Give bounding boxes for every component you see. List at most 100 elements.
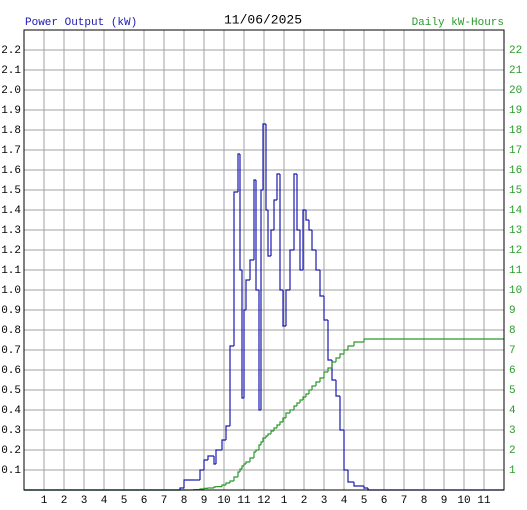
line-step: [239, 154, 242, 271]
line-step: [305, 210, 309, 221]
line-step: [311, 230, 316, 251]
line-step: [260, 189, 263, 410]
y2-tick-label: 12: [509, 245, 522, 257]
line-step: [262, 123, 266, 190]
line-step: [293, 405, 297, 410]
x-tick-label: 3: [81, 495, 88, 507]
line-step: [255, 449, 259, 452]
line-step: [296, 174, 300, 231]
line-step: [335, 357, 340, 362]
line-step: [267, 210, 271, 257]
line-step: [299, 230, 303, 271]
line-step: [245, 279, 250, 310]
line-step: [249, 259, 254, 280]
line-step: [279, 421, 283, 425]
line-step: [203, 487, 208, 489]
y-tick-label: 1.5: [1, 185, 21, 197]
y2-tick-label: 14: [509, 205, 523, 217]
line-step: [265, 435, 268, 438]
line-step: [353, 482, 364, 487]
y2-tick-label: 20: [509, 85, 522, 97]
x-tick-label: 2: [301, 495, 308, 507]
y-tick-label: 0.4: [1, 405, 21, 417]
line-step: [258, 444, 261, 450]
y2-tick-label: 4: [509, 405, 516, 417]
y2-tick-label: 8: [509, 325, 516, 337]
line-step: [296, 402, 300, 406]
y-tick-label: 2.1: [1, 65, 21, 77]
line-step: [179, 487, 184, 490]
y-tick-label: 1.3: [1, 225, 21, 237]
x-tick-label: 5: [361, 495, 368, 507]
line-step: [343, 430, 348, 471]
line-step: [276, 424, 280, 428]
line-step: [273, 427, 277, 431]
line-step: [270, 229, 274, 256]
line-step: [265, 124, 268, 211]
y2-tick-label: 1: [509, 465, 516, 477]
line-step: [249, 457, 254, 462]
y2-tick-label: 6: [509, 365, 516, 377]
line-step: [273, 199, 277, 230]
line-step: [353, 341, 364, 346]
line-step: [233, 476, 238, 481]
line-step: [215, 449, 222, 464]
grid: [24, 30, 504, 490]
line-step: [221, 484, 226, 487]
line-step: [315, 250, 320, 271]
line-step: [319, 377, 324, 382]
line-step: [299, 399, 303, 403]
line-step: [213, 456, 216, 465]
y-tick-label: 1.9: [1, 105, 21, 117]
x-tick-label: 2: [61, 495, 68, 507]
y-tick-label: 0.5: [1, 385, 21, 397]
y2-tick-label: 11: [509, 265, 523, 277]
x-tick-label: 1: [41, 495, 48, 507]
line-step: [270, 430, 274, 434]
line-step: [276, 173, 280, 200]
line-step: [203, 459, 208, 470]
x-tick-label: 9: [201, 495, 208, 507]
y-tick-label: 1.6: [1, 165, 21, 177]
line-step: [199, 488, 204, 490]
x-tick-label: 11: [477, 495, 491, 507]
line-step: [239, 468, 242, 472]
line-step: [289, 249, 294, 290]
plot: [24, 123, 504, 491]
y2-tick-label: 17: [509, 145, 522, 157]
line-step: [255, 180, 259, 291]
line-step: [305, 393, 309, 397]
line-step: [199, 469, 204, 480]
line-step: [302, 396, 306, 400]
x-tick-label: 1: [281, 495, 288, 507]
line-step: [207, 455, 214, 460]
line-step: [327, 320, 332, 361]
x-tick-label: 4: [101, 495, 108, 507]
line-step: [347, 470, 354, 483]
line-step: [183, 479, 194, 488]
y2-tick-label: 10: [509, 285, 522, 297]
line-step: [285, 412, 290, 418]
x-tick-label: 9: [441, 495, 448, 507]
line-step: [241, 465, 244, 469]
chart-title: 11/06/2025: [224, 12, 302, 27]
line-step: [363, 486, 368, 489]
line-step: [243, 463, 246, 466]
y-tick-label: 1.2: [1, 245, 21, 257]
y-tick-label: 0.9: [1, 305, 21, 317]
line-step: [229, 345, 234, 426]
y-tick-label: 1.4: [1, 205, 21, 217]
x-tick-label: 8: [421, 495, 428, 507]
y2-tick-label: 18: [509, 125, 522, 137]
line-step: [335, 380, 340, 397]
line-step: [363, 338, 368, 342]
y2-tick-label: 7: [509, 345, 516, 357]
line-step: [339, 396, 344, 431]
line-step: [213, 486, 216, 488]
line-step: [229, 480, 234, 483]
line-step: [347, 345, 354, 350]
y2-tick-label: 5: [509, 385, 516, 397]
line-step: [331, 361, 336, 368]
line-step: [233, 191, 238, 346]
line-step: [243, 309, 246, 398]
